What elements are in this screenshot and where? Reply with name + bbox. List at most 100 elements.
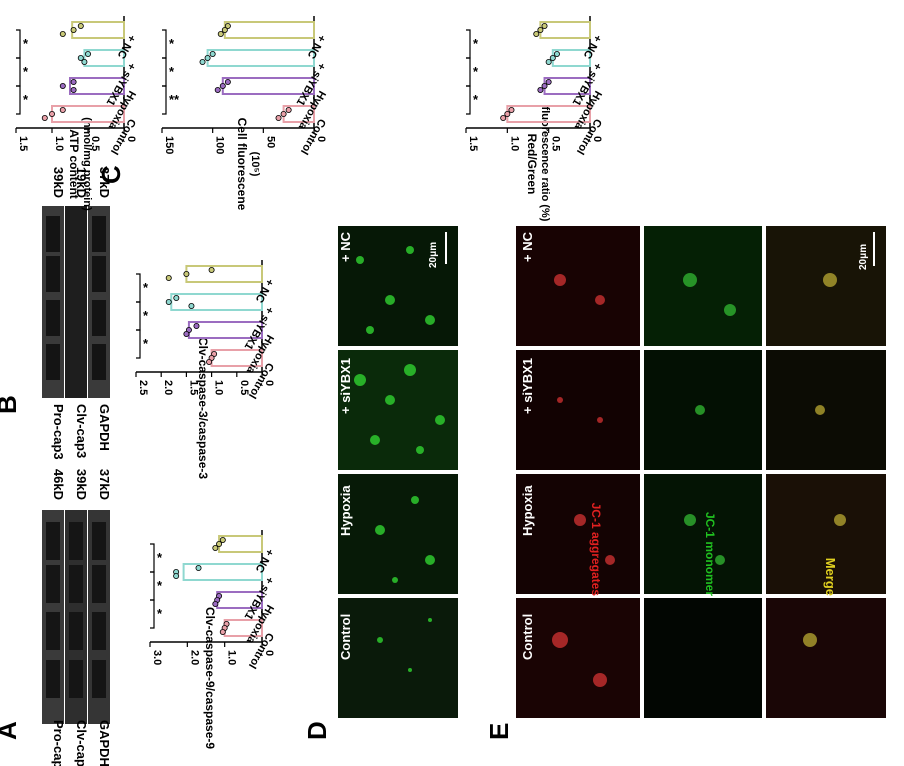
C2-bar-tick-label-2: 100 bbox=[214, 136, 226, 154]
e-col-siybx1: + siYBX1 bbox=[520, 358, 535, 414]
blot-a-row1-kd: 46kD bbox=[51, 469, 66, 500]
C3-bar-point-3-1 bbox=[537, 26, 544, 33]
B-bar-point-2-2 bbox=[188, 302, 195, 309]
C1-bar-sig-star-2: * bbox=[23, 36, 29, 51]
panel-label-d: D bbox=[302, 721, 332, 740]
B-bar-category-label-3: + NC bbox=[253, 277, 276, 305]
A-bar-sig-bracket-1 bbox=[150, 571, 155, 601]
C2-bar-point-0-1 bbox=[280, 111, 287, 118]
C3-bar-sig-bracket-1 bbox=[466, 57, 471, 87]
C3-bar-ylabel2: fluorescence ratio (%) bbox=[539, 107, 551, 222]
C3-bar-sig-star-0: * bbox=[473, 92, 479, 107]
B-bar-tick-label-3: 1.5 bbox=[187, 380, 199, 395]
d-image-hypoxia bbox=[338, 474, 458, 594]
C1-bar-sig-bracket-0 bbox=[16, 85, 21, 115]
e-col-control: Control bbox=[520, 614, 535, 660]
C2-bar-bar-2 bbox=[206, 49, 316, 67]
C3-bar-bar-3 bbox=[539, 21, 592, 39]
C3-bar-tick-label-0: 0 bbox=[591, 136, 603, 142]
B-bar-tick-label-1: 0.5 bbox=[238, 380, 250, 395]
A-bar-tick-label-1: 1.0 bbox=[226, 650, 238, 665]
B-bar-ylabel: Clv-caspase-3/caspase-3 bbox=[196, 337, 210, 479]
A-bar-point-1-2 bbox=[212, 601, 219, 608]
C2-bar-sig-star-1: * bbox=[169, 64, 175, 79]
A-bar-point-2-2 bbox=[173, 573, 180, 580]
B-bar-tick-label-4: 2.0 bbox=[162, 380, 174, 395]
C3-bar-category-label-3: + NC bbox=[581, 33, 604, 61]
e-row-monomer: JC-1 monomer bbox=[703, 512, 717, 596]
C3-bar-point-1-1 bbox=[541, 83, 548, 90]
d-image-control bbox=[338, 598, 458, 718]
d-label-nc: + NC bbox=[338, 231, 353, 262]
B-bar-tick-label-0: 0 bbox=[263, 380, 275, 386]
panel-label-c: C bbox=[96, 165, 126, 184]
blot-a-row2-label: Clv-cap9 bbox=[74, 720, 89, 766]
C2-bar-tick-label-0: 0 bbox=[315, 136, 327, 142]
A-bar-bar-3 bbox=[218, 535, 263, 553]
B-bar-sig-star-1: * bbox=[143, 308, 149, 323]
C1-bar-tick-label-0: 0 bbox=[125, 136, 137, 142]
C3-bar-ylabel: Red/Green bbox=[525, 134, 539, 195]
C3-bar-sig-star-2: * bbox=[473, 36, 479, 51]
blot-b-row2-kd: 19kD bbox=[74, 167, 89, 198]
B-bar-point-3-0 bbox=[208, 266, 215, 273]
blot-b-row3-label: GAPDH bbox=[97, 404, 112, 451]
d-scale-label: 20μm bbox=[428, 242, 439, 268]
panel-d-micrographs: Control Hypoxia + siYBX1 + NC 20μm bbox=[338, 226, 458, 718]
C1-bar-point-1-1 bbox=[59, 83, 66, 90]
C2-bar-point-2-2 bbox=[199, 59, 206, 66]
chart-b: 00.51.01.52.02.5 Clv-caspase-3/caspase-3 C… bbox=[135, 260, 276, 479]
C1-bar-point-0-1 bbox=[49, 111, 56, 118]
C2-bar-point-2-1 bbox=[204, 55, 211, 62]
C1-bar-point-2-0 bbox=[85, 51, 92, 58]
C2-bar-tick-label-3: 150 bbox=[163, 136, 175, 154]
C1-bar-sig-star-1: * bbox=[23, 64, 29, 79]
A-bar-point-3-1 bbox=[216, 541, 223, 548]
B-bar-sig-bracket-2 bbox=[136, 273, 141, 303]
C3-bar-tick-label-1: 0.5 bbox=[550, 136, 562, 151]
A-bar-tick-label-2: 2.0 bbox=[188, 650, 200, 665]
e-row-merge: Merge bbox=[823, 558, 838, 596]
B-bar-point-1-2 bbox=[183, 330, 190, 337]
C1-bar-point-3-1 bbox=[70, 26, 77, 33]
B-bar-point-3-2 bbox=[165, 274, 172, 281]
B-bar-sig-star-2: * bbox=[143, 280, 149, 295]
d-label-control: Control bbox=[338, 614, 353, 660]
B-bar-tick-label-5: 2.5 bbox=[137, 380, 149, 395]
blot-a-row1-label: Pro-cap9 bbox=[51, 720, 66, 766]
C2-bar-ylabel: Cell fluorescene bbox=[235, 118, 249, 211]
e-scale-label: 20μm bbox=[858, 244, 869, 270]
C3-bar-point-2-1 bbox=[549, 55, 556, 62]
western-blot-a: Pro-cap9 Clv-cap9 GAPDH 46kD 39kD 37kD bbox=[42, 469, 112, 766]
C3-bar-tick-label-3: 1.5 bbox=[467, 136, 479, 151]
blot-a-row2-kd: 39kD bbox=[74, 469, 89, 500]
C2-bar-sig-bracket-0 bbox=[162, 85, 167, 115]
panel-label-b: B bbox=[0, 395, 22, 414]
C1-bar-ylabel: ATP content bbox=[67, 129, 81, 199]
B-bar-bar-2 bbox=[170, 293, 263, 311]
C1-bar-point-3-0 bbox=[77, 22, 84, 29]
C3-bar-sig-bracket-2 bbox=[466, 29, 471, 59]
B-bar-point-2-0 bbox=[173, 294, 180, 301]
panel-e-micrographs: Control Hypoxia + siYBX1 + NC JC-1 aggre… bbox=[516, 226, 886, 718]
C2-bar-category-label-3: + NC bbox=[305, 33, 328, 61]
A-bar-ylabel: Clv-caspase-9/caspase-9 bbox=[203, 607, 217, 749]
B-bar-sig-star-0: * bbox=[143, 336, 149, 351]
C2-bar-bar-3 bbox=[223, 21, 315, 39]
blot-a-row3-kd: 37kD bbox=[97, 469, 112, 500]
blot-b-row1-label: Pro-cap3 bbox=[51, 404, 66, 460]
C1-bar-tick-label-1: 0.5 bbox=[89, 136, 101, 151]
C1-bar-point-0-0 bbox=[59, 107, 66, 114]
C3-bar-sig-bracket-0 bbox=[466, 85, 471, 115]
C2-bar-ylabel2: (10⁵) bbox=[249, 152, 261, 177]
B-bar-sig-bracket-1 bbox=[136, 301, 141, 331]
C3-bar-point-2-2 bbox=[545, 59, 552, 66]
B-bar-point-2-1 bbox=[165, 298, 172, 305]
A-bar-sig-bracket-0 bbox=[150, 599, 155, 629]
C2-bar-point-1-0 bbox=[224, 79, 231, 86]
C3-bar-point-0-2 bbox=[500, 115, 507, 122]
C2-bar-sig-star-2: * bbox=[169, 36, 175, 51]
blot-b-row1-kd: 39kD bbox=[51, 167, 66, 198]
d-image-siybx1 bbox=[338, 350, 458, 470]
